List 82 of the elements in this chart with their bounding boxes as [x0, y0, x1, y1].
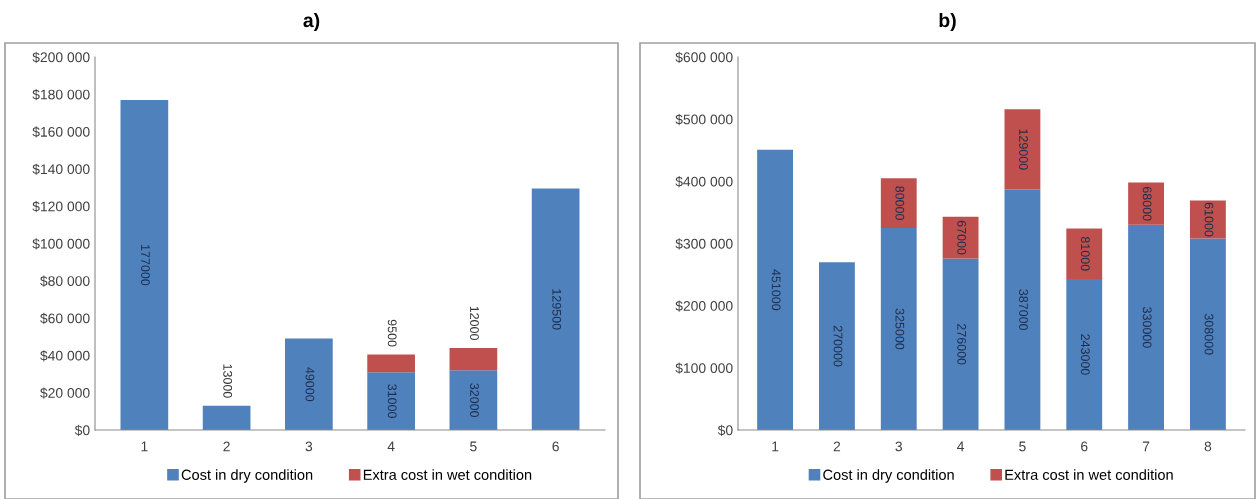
- bar: [1004, 189, 1041, 430]
- bar: [1189, 200, 1226, 239]
- x-tick-label: 7: [1142, 441, 1150, 452]
- data-label: 68000: [1142, 186, 1152, 221]
- data-label: 129500: [552, 289, 562, 330]
- data-label: 243000: [1080, 334, 1090, 375]
- x-tick-label: 5: [1019, 441, 1026, 452]
- data-label: 276000: [957, 323, 967, 365]
- data-label: 387000: [1019, 289, 1028, 331]
- y-tick-label: $80 000: [40, 275, 90, 287]
- y-tick-label: $120 000: [32, 200, 90, 213]
- x-tick-label: 1: [772, 441, 779, 452]
- y-tick-label: $200 000: [32, 51, 90, 63]
- y-tick-label: $40 000: [40, 350, 90, 362]
- data-label: 129000: [1019, 129, 1028, 170]
- x-tick-label: 2: [833, 441, 841, 452]
- chart-title: b): [939, 12, 956, 32]
- data-label: 325000: [895, 308, 905, 350]
- y-tick-label: $300 000: [675, 238, 733, 250]
- bar: [1128, 224, 1164, 430]
- y-tick-label: $20 000: [40, 387, 90, 399]
- bar: [367, 372, 415, 430]
- x-tick-label: 3: [305, 441, 313, 452]
- data-label: 308000: [1204, 313, 1214, 355]
- bar: [880, 227, 917, 430]
- x-tick-label: 6: [1081, 441, 1088, 452]
- x-tick-label: 3: [895, 441, 903, 452]
- x-tick-label: 6: [552, 441, 559, 452]
- data-label: 32000: [470, 383, 479, 418]
- x-tick-label: 4: [387, 441, 395, 452]
- bar: [367, 354, 415, 373]
- x-tick-label: 2: [223, 441, 230, 452]
- chart-title: a): [303, 12, 320, 32]
- bar: [1066, 278, 1103, 430]
- legend-label: Extra cost in wet condition: [1005, 469, 1173, 480]
- data-label: 12000: [470, 306, 479, 340]
- y-tick-label: $100 000: [32, 238, 90, 250]
- bar: [1189, 238, 1226, 430]
- data-label: 67000: [957, 220, 967, 255]
- bar: [449, 370, 498, 430]
- bar: [1004, 109, 1041, 190]
- bar: [880, 178, 917, 228]
- bar: [531, 188, 580, 430]
- y-tick-label: $140 000: [32, 163, 90, 175]
- bar: [942, 258, 979, 430]
- y-tick-label: $100 000: [675, 362, 733, 374]
- bar: [819, 262, 855, 430]
- data-label: 270000: [833, 325, 843, 367]
- data-label: 13000: [223, 364, 233, 398]
- y-tick-label: $180 000: [32, 89, 90, 101]
- bar: [942, 216, 979, 259]
- bar: [757, 149, 794, 430]
- bar: [120, 99, 169, 430]
- y-tick-label: $600 000: [675, 51, 733, 63]
- data-label: 9500: [387, 319, 397, 347]
- legend-label: Cost in dry condition: [823, 469, 954, 483]
- x-tick-label: 5: [470, 441, 477, 452]
- data-label: 81000: [1080, 236, 1090, 271]
- bar: [1128, 182, 1164, 225]
- y-tick-label: $400 000: [675, 176, 733, 188]
- legend-label: Cost in dry condition: [181, 469, 313, 483]
- bar: [285, 338, 333, 430]
- x-tick-label: 4: [957, 441, 965, 452]
- y-tick-label: $0: [717, 424, 733, 436]
- y-tick-label: $500 000: [675, 113, 733, 126]
- data-label: 330000: [1142, 307, 1152, 348]
- data-label: 451000: [771, 269, 781, 311]
- data-label: 31000: [387, 384, 397, 418]
- bar: [449, 347, 498, 371]
- y-tick-label: $200 000: [675, 300, 733, 312]
- data-label: 80000: [895, 186, 905, 220]
- y-tick-label: $160 000: [32, 126, 90, 138]
- y-tick-label: $0: [74, 424, 90, 436]
- x-tick-label: 8: [1204, 441, 1212, 452]
- bar: [1066, 228, 1103, 279]
- x-tick-label: 1: [141, 441, 148, 452]
- y-tick-label: $60 000: [40, 312, 90, 325]
- bar: [202, 405, 251, 430]
- data-label: 177000: [141, 245, 150, 286]
- data-label: 49000: [305, 367, 315, 402]
- data-label: 61000: [1204, 202, 1214, 237]
- legend-label: Extra cost in wet condition: [363, 469, 532, 480]
